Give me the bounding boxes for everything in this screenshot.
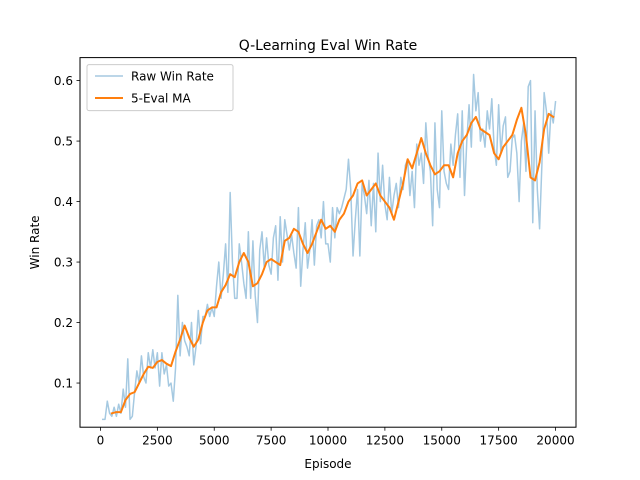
x-tick-label: 0 — [97, 434, 105, 448]
y-tick-label: 0.5 — [54, 134, 73, 148]
series-layer — [102, 73, 557, 421]
legend-frame — [86, 64, 234, 112]
x-tick-label: 12500 — [366, 434, 404, 448]
series-line-raw-win-rate — [102, 73, 557, 421]
x-tick-label: 17500 — [480, 434, 518, 448]
y-axis-label: Win Rate — [28, 215, 42, 269]
legend: Raw Win Rate 5-Eval MA — [86, 64, 234, 112]
legend-label-raw-win-rate: Raw Win Rate — [131, 69, 214, 83]
y-tick-label: 0.3 — [54, 255, 73, 269]
x-axis-label: Episode — [304, 457, 351, 471]
x-axis: 0 2500 5000 7500 10000 12500 15000 17500 20000 — [97, 427, 575, 448]
series-line-5-eval-ma — [110, 106, 555, 415]
y-tick-label: 0.4 — [54, 195, 73, 209]
legend-label-5-eval-ma: 5-Eval MA — [131, 91, 192, 105]
x-tick-label: 5000 — [199, 434, 230, 448]
y-tick-label: 0.2 — [54, 316, 73, 330]
x-tick-label: 20000 — [536, 434, 574, 448]
x-tick-label: 7500 — [256, 434, 287, 448]
x-tick-label: 2500 — [142, 434, 173, 448]
y-tick-label: 0.6 — [54, 74, 73, 88]
chart-title: Q-Learning Eval Win Rate — [239, 38, 418, 54]
y-axis: 0.1 0.2 0.3 0.4 0.5 0.6 — [54, 74, 80, 390]
y-tick-label: 0.1 — [54, 376, 73, 390]
x-tick-label: 10000 — [309, 434, 347, 448]
x-tick-label: 15000 — [423, 434, 461, 448]
